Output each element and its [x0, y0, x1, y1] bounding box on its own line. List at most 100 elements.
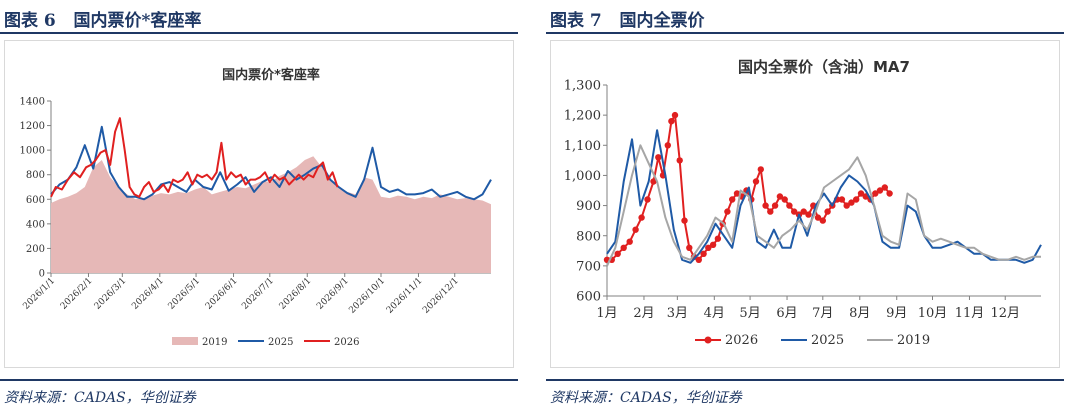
chart-1-x-tick-label: 4月	[704, 306, 725, 321]
chart-0-title: 国内票价*客座率	[222, 67, 320, 83]
chart-1-x-tick-label: 1月	[596, 306, 617, 321]
series-2026-point	[872, 190, 879, 197]
series-2026-point	[681, 217, 688, 224]
series-2026-point	[733, 190, 741, 197]
legend-label-2019: 2019	[202, 337, 227, 348]
chart-0-y-tick-label: 0	[39, 269, 45, 280]
series-2026-point	[824, 208, 831, 215]
legend-label-2025: 2025	[811, 333, 844, 348]
chart-0-x-tick-label: 2026/5/1	[167, 276, 203, 312]
series-2026-point	[853, 196, 860, 203]
series-2026-point	[781, 196, 788, 203]
series-2026-point	[655, 154, 662, 161]
chart-1-x-tick-label: 11月	[955, 306, 985, 321]
chart-0-x-tick-label: 2026/4/1	[130, 276, 166, 312]
series-2026-point	[886, 190, 893, 197]
figure-6-top-rule	[0, 32, 518, 34]
series-2026-point	[776, 193, 784, 200]
chart-1-y-tick-label: 1,100	[564, 139, 601, 154]
chart-1-y-tick-label: 700	[576, 259, 601, 274]
chart-1-x-tick-label: 9月	[886, 306, 907, 321]
chart-0-y-tick-label: 200	[26, 244, 45, 255]
series-2026-point	[767, 208, 774, 215]
series-2019-area	[51, 156, 491, 273]
series-2026-point	[714, 235, 722, 242]
series-2026-point	[638, 214, 645, 221]
legend-label-2019: 2019	[897, 333, 930, 348]
figure-6: 图表 6 国内票价*客座率 国内票价*客座率 0 200 400 600 800 1000 1…	[0, 0, 520, 413]
chart-0-y-tick-label: 800	[26, 170, 45, 181]
chart-0-x-tick-label: 2026/7/1	[240, 276, 276, 312]
figure-7-title: 图表 7 国内全票价	[550, 11, 705, 31]
series-2026-point	[814, 214, 822, 221]
series-2026-point	[800, 208, 807, 215]
series-2026-point	[705, 244, 712, 251]
chart-1-y-tick-label: 1,200	[564, 109, 601, 124]
figure-6-chart-frame: 国内票价*客座率 0 200 400 600 800 1000 1200 1400 2026/1/…	[4, 40, 514, 368]
series-2026-point	[843, 202, 850, 209]
chart-1-x-tick-label: 5月	[739, 306, 760, 321]
chart-1-x-tick-label: 2月	[633, 306, 654, 321]
series-2026-point	[857, 190, 865, 197]
series-2026-line	[50, 117, 339, 198]
legend-label-2026: 2026	[334, 337, 359, 348]
series-2026-point	[676, 157, 683, 164]
chart-1-y-tick-label: 1,300	[564, 79, 601, 94]
chart-0-x-tick-label: 2026/3/1	[93, 276, 129, 312]
series-2026-point	[876, 187, 884, 194]
legend-label-2026: 2026	[725, 333, 758, 348]
figure-6-chart: 国内票价*客座率 0 200 400 600 800 1000 1200 1400 2026/1/…	[20, 67, 492, 348]
chart-1-x-tick-label: 6月	[776, 306, 797, 321]
figure-6-source: 资料来源：CADAS，华创证券	[4, 390, 196, 406]
figure-7-top-rule	[546, 32, 1064, 34]
chart-0-x-tick-label: 2026/2/1	[59, 276, 95, 312]
figure-6-bottom-rule	[0, 379, 518, 381]
series-2026-point	[848, 199, 855, 206]
chart-0-x-tick-label: 2026/1/1	[21, 276, 57, 312]
chart-0-x-tick-label: 2026/9/1	[315, 276, 351, 312]
chart-0-x-tick-label: 2026/8/1	[278, 276, 314, 312]
series-2026-point	[729, 196, 736, 203]
series-2026-point	[819, 217, 826, 224]
chart-1-y-tick-label: 800	[576, 229, 601, 244]
chart-1-x-tick-label: 12月	[990, 306, 1020, 321]
series-2026-point	[881, 184, 888, 191]
series-2026-point	[632, 226, 639, 233]
series-2025-line	[50, 125, 492, 201]
series-2026-point	[762, 202, 769, 209]
chart-0-x-tick-label: 2026/12/1	[421, 276, 461, 316]
series-2026-point	[664, 142, 671, 149]
legend-marker-2026	[704, 336, 712, 344]
series-2026-point	[771, 202, 779, 209]
figure-7-source: 资料来源：CADAS，华创证券	[550, 390, 742, 406]
chart-1-x-tick-label: 8月	[849, 306, 870, 321]
chart-0-y-tick-label: 600	[26, 195, 45, 206]
series-2026-point	[614, 250, 621, 257]
series-2026-point	[650, 178, 657, 185]
series-2026-point	[671, 111, 679, 119]
series-2026-point	[668, 118, 675, 125]
series-2026-point	[786, 202, 793, 209]
chart-0-y-tick-label: 1400	[20, 97, 45, 108]
legend-swatch-2019	[172, 337, 198, 345]
chart-1-x-tick-label: 7月	[812, 306, 833, 321]
legend-label-2025: 2025	[268, 337, 293, 348]
series-2026-point	[838, 196, 846, 203]
series-2026-point	[709, 241, 717, 248]
series-2025-line	[606, 129, 1042, 264]
figure-7-bottom-rule	[546, 379, 1064, 381]
figure-7: 图表 7 国内全票价 国内全票价（含油）MA7 600 700 800 900 1,000…	[546, 0, 1066, 413]
series-2026-point	[620, 244, 627, 251]
series-2026-point	[757, 166, 764, 173]
series-2026-point	[752, 178, 760, 185]
figure-7-chart-frame: 国内全票价（含油）MA7 600 700 800 900 1,000 1,100 1,200 1…	[550, 40, 1060, 368]
chart-1-title: 国内全票价（含油）MA7	[738, 58, 910, 76]
chart-0-x-tick-label: 2026/10/1	[347, 276, 387, 316]
chart-1-y-tick-label: 900	[576, 199, 601, 214]
chart-1-y-tick-label: 1,000	[564, 169, 601, 184]
chart-0-y-tick-label: 1000	[20, 146, 45, 157]
series-2026-point	[695, 256, 702, 263]
chart-0-x-tick-label: 2026/11/1	[385, 276, 425, 316]
series-2026-point	[791, 208, 798, 215]
series-2026-point	[700, 250, 707, 257]
